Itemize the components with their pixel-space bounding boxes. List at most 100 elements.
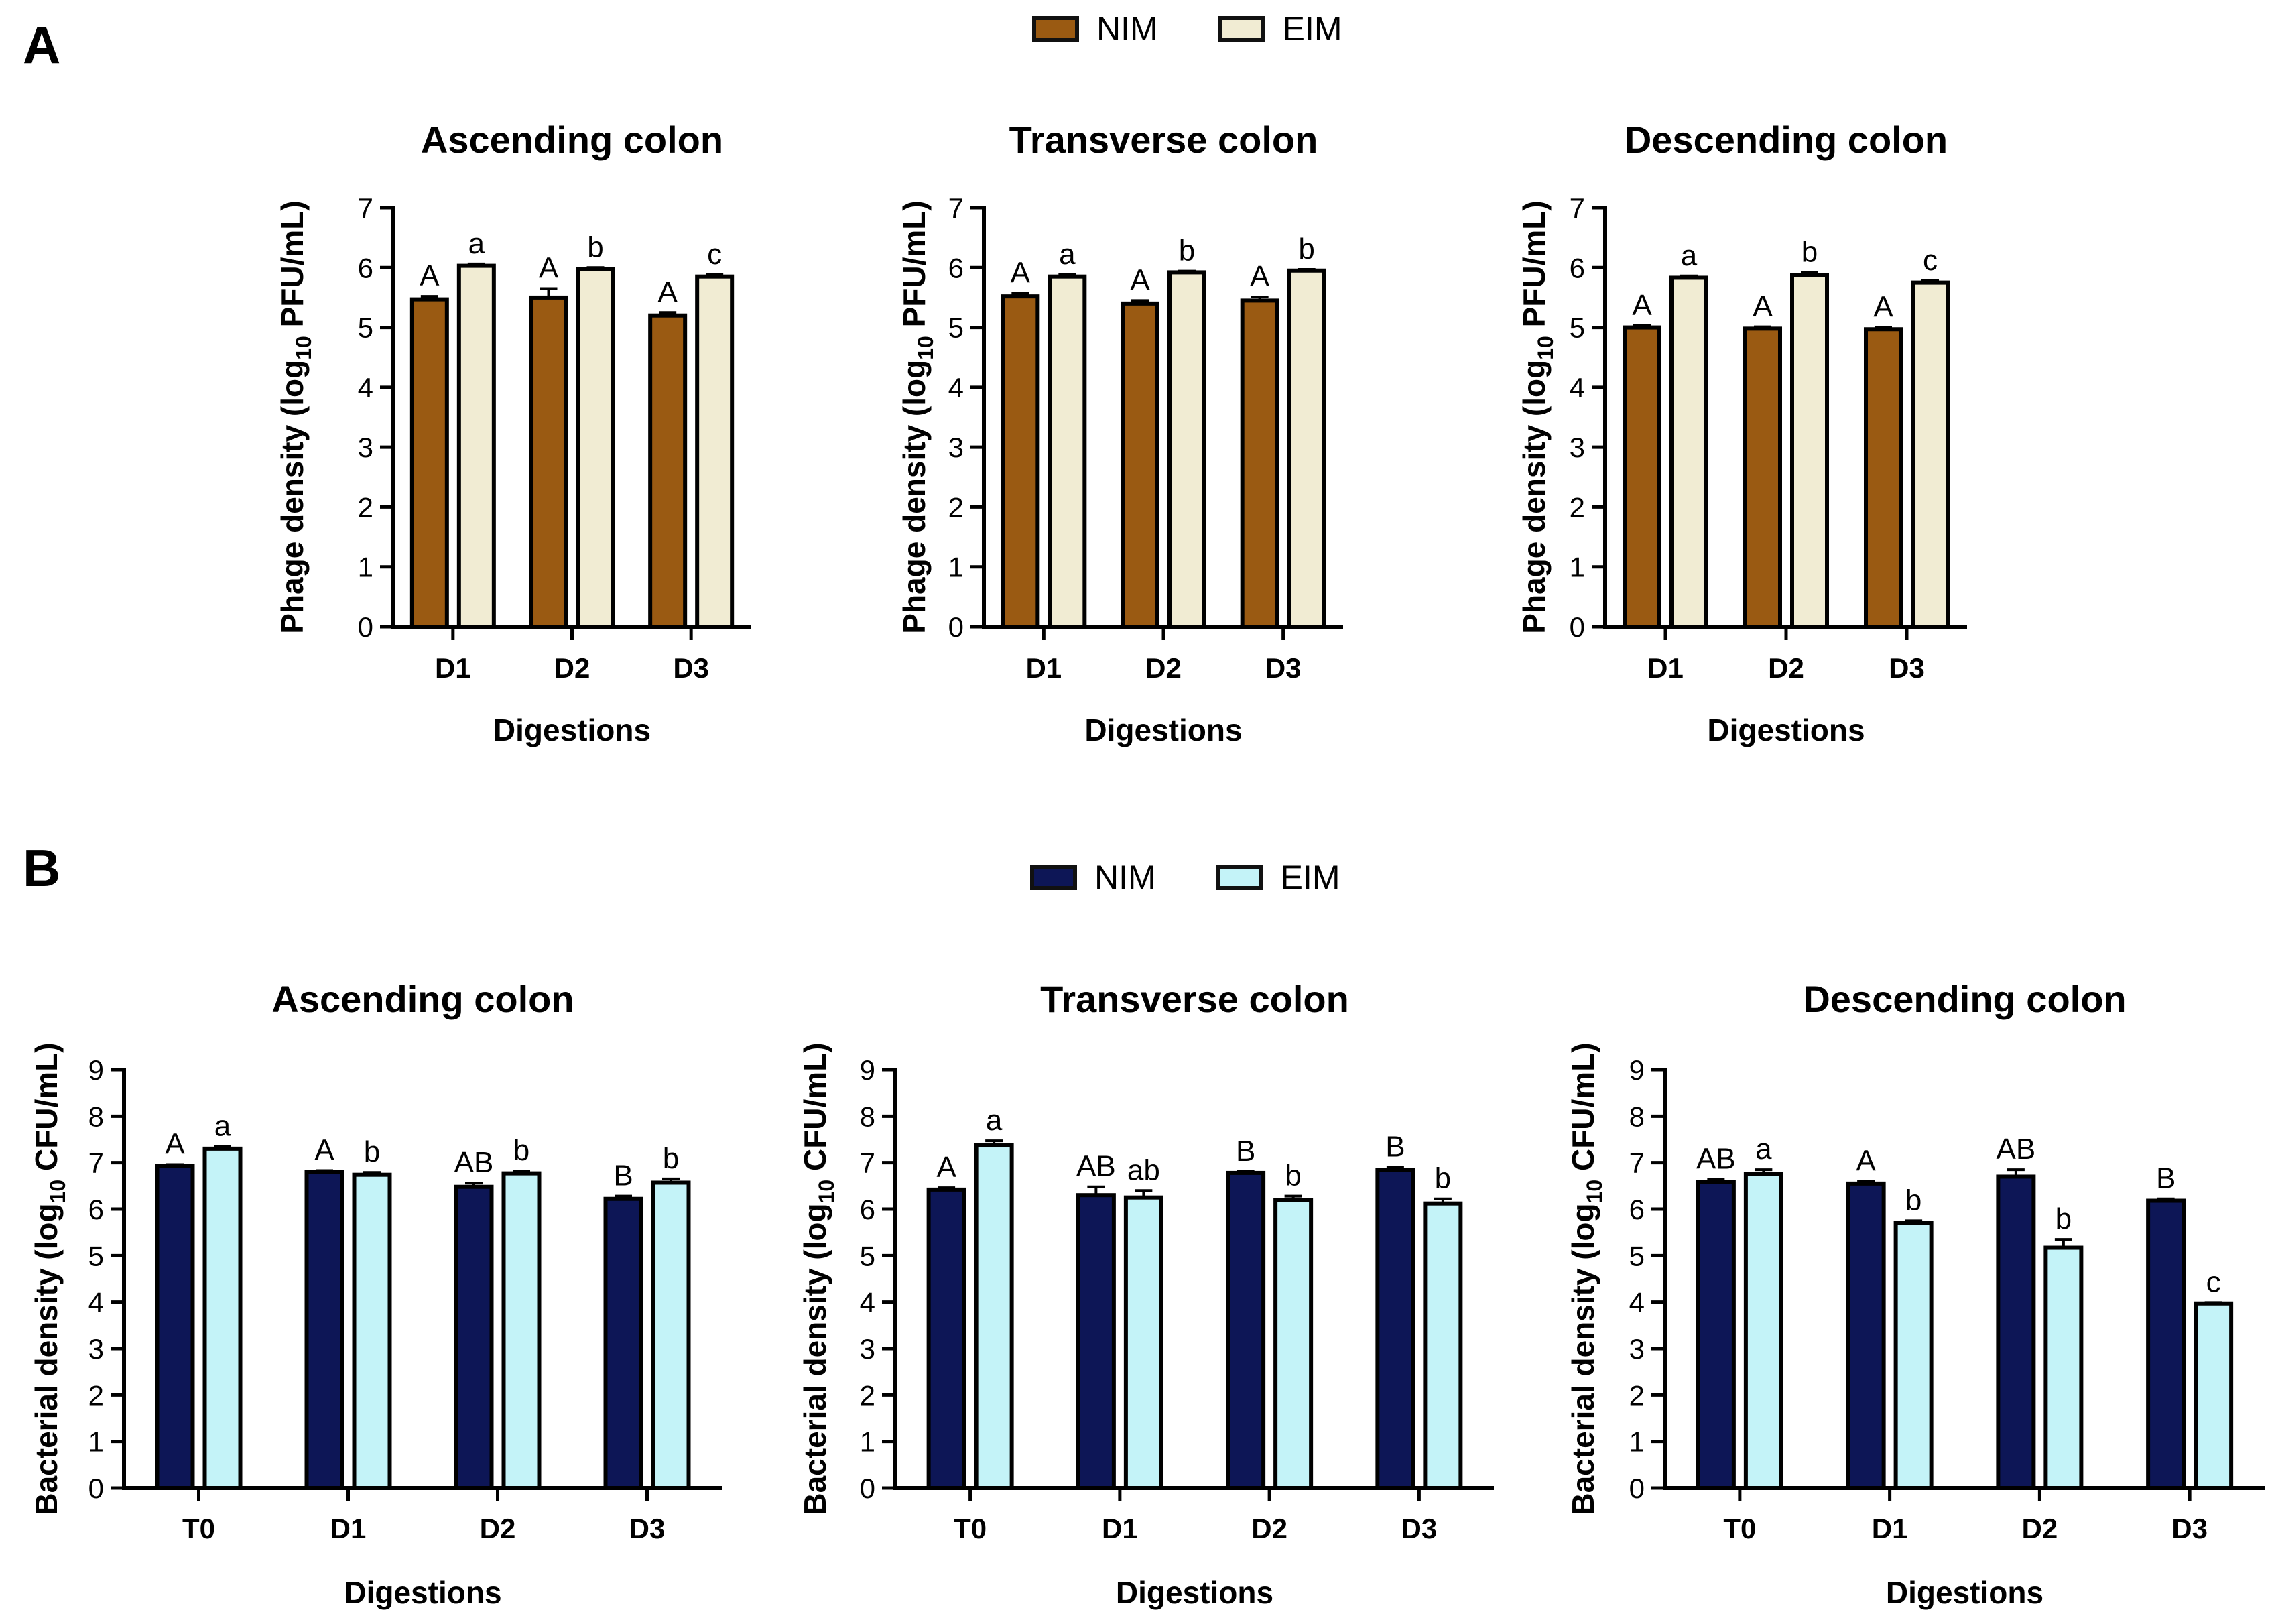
bar-nim [1375, 1168, 1415, 1490]
bar-nim [529, 295, 568, 629]
bar-eim [202, 1146, 243, 1491]
x-tick-label: D3 [1889, 652, 1925, 684]
y-tick-label: 7 [358, 192, 373, 224]
y-tick-label: 5 [1629, 1240, 1645, 1271]
chart-title: Transverse colon [1040, 978, 1349, 1020]
bar-eim [1048, 274, 1087, 629]
bar-nim [1226, 1170, 1266, 1491]
significance-letter: B [1385, 1131, 1405, 1164]
y-tick-label: 0 [358, 611, 373, 643]
y-tick-label: 7 [88, 1147, 104, 1179]
y-tick-label: 5 [1570, 312, 1585, 344]
significance-letter: a [1755, 1133, 1772, 1166]
x-tick-label: D1 [1025, 652, 1062, 684]
x-tick-label: T0 [1723, 1513, 1756, 1544]
significance-letter: A [1130, 263, 1150, 296]
significance-letter: b [1802, 235, 1818, 268]
significance-letter: A [314, 1133, 334, 1166]
y-tick-label: 1 [358, 552, 373, 583]
significance-letter: A [657, 275, 678, 308]
x-axis-label: Digestions [1707, 712, 1865, 747]
significance-letter: c [2206, 1265, 2221, 1298]
y-tick-label: 1 [860, 1426, 875, 1458]
chart-title: Transverse colon [1009, 119, 1318, 161]
y-axis-label-prefix: Bacterial density (log [798, 1203, 832, 1515]
significance-letter: b [1298, 233, 1314, 265]
chart-b1: Ascending colon 0 1 2 3 4 5 6 7 8 9 T0 Aa D1 A b D2 AB b D3… [29, 978, 722, 1610]
bar-nim [648, 313, 688, 629]
x-tick-label: D2 [554, 652, 590, 684]
y-tick-label: 2 [1570, 491, 1585, 523]
legend-item-nim: NIM [1030, 858, 1216, 897]
significance-letter: b [2056, 1202, 2072, 1235]
x-tick-label: D3 [1401, 1513, 1438, 1544]
bar-nim [155, 1164, 195, 1491]
y-tick-label: 4 [860, 1287, 875, 1318]
y-axis-label: Bacterial density (log10 CFU/mL) [1566, 1042, 1606, 1515]
legend-label-nim: NIM [1094, 859, 1156, 896]
y-axis-label-suffix: PFU/mL) [275, 200, 310, 336]
significance-letter: A [936, 1151, 956, 1184]
y-tick-label: 1 [948, 552, 964, 583]
significance-letter: A [420, 259, 440, 292]
bar-nim [1623, 325, 1661, 629]
panel-b-letter: B [23, 838, 61, 897]
bar-eim [1423, 1201, 1463, 1491]
bar-nim [603, 1196, 643, 1491]
bar-eim [1790, 273, 1829, 629]
bar-eim [501, 1171, 542, 1490]
x-tick-label: D1 [1647, 652, 1684, 684]
y-axis-label: Phage density (log10 PFU/mL) [1517, 200, 1558, 633]
y-tick-label: 3 [1629, 1333, 1645, 1365]
y-axis-label: Phage density (log10 PFU/mL) [897, 200, 938, 633]
y-tick-label: 3 [88, 1333, 104, 1365]
y-tick-label: 2 [1629, 1379, 1645, 1411]
significance-letter: a [214, 1109, 231, 1142]
significance-letter: B [2156, 1162, 2175, 1195]
significance-letter: c [707, 238, 722, 271]
significance-letter: b [1435, 1162, 1451, 1195]
bar-nim [1864, 327, 1903, 629]
y-tick-label: 0 [860, 1473, 875, 1504]
chart-title: Descending colon [1625, 119, 1948, 161]
legend-label-nim: NIM [1096, 10, 1158, 48]
bar-eim [1669, 275, 1708, 629]
chart-b3: Descending colon 0 1 2 3 4 5 6 7 8 9 T0 AB a D1 Ab D2 AB b… [1566, 978, 2265, 1610]
y-axis-label-suffix: CFU/mL) [1566, 1042, 1600, 1179]
y-axis-label-subscript: 10 [1582, 1180, 1606, 1204]
legend-label-eim: EIM [1280, 859, 1340, 896]
chart-b2: Transverse colon 0 1 2 3 4 5 6 7 8 9 T0 Aa D1 AB ab D2 Bb… [798, 978, 1494, 1610]
bar-eim [1287, 268, 1326, 629]
y-tick-label: 7 [1629, 1147, 1645, 1179]
significance-letter: c [1923, 244, 1938, 277]
y-tick-label: 6 [948, 252, 964, 284]
y-axis-label-subscript: 10 [292, 336, 316, 360]
y-tick-label: 4 [358, 372, 373, 403]
significance-letter: b [1179, 235, 1195, 267]
legend-panel-a: NIM EIM [1032, 9, 1403, 48]
bar-nim [1001, 294, 1040, 629]
y-axis-label-subscript: 10 [1533, 336, 1558, 360]
bar-eim [576, 267, 615, 629]
x-tick-label: D3 [2171, 1513, 2208, 1544]
y-tick-label: 6 [88, 1194, 104, 1225]
significance-letter: A [1632, 289, 1652, 322]
significance-letter: AB [1076, 1150, 1116, 1183]
significance-letter: ab [1127, 1153, 1160, 1186]
significance-letter: a [1681, 239, 1698, 272]
significance-letter: a [1059, 238, 1076, 271]
bar-nim [1696, 1180, 1736, 1490]
significance-letter: B [1236, 1135, 1255, 1168]
y-axis-label-suffix: CFU/mL) [29, 1042, 64, 1179]
significance-letter: AB [1997, 1133, 2036, 1166]
y-tick-label: 2 [358, 491, 373, 523]
significance-letter: b [1905, 1184, 1921, 1216]
significance-letter: b [587, 231, 603, 263]
bar-eim [1743, 1172, 1783, 1490]
y-tick-label: 5 [88, 1240, 104, 1271]
chart-title: Descending colon [1803, 978, 2126, 1020]
x-tick-label: D1 [435, 652, 471, 684]
y-axis-label-subscript: 10 [46, 1180, 70, 1204]
chart-title: Ascending colon [421, 119, 723, 161]
